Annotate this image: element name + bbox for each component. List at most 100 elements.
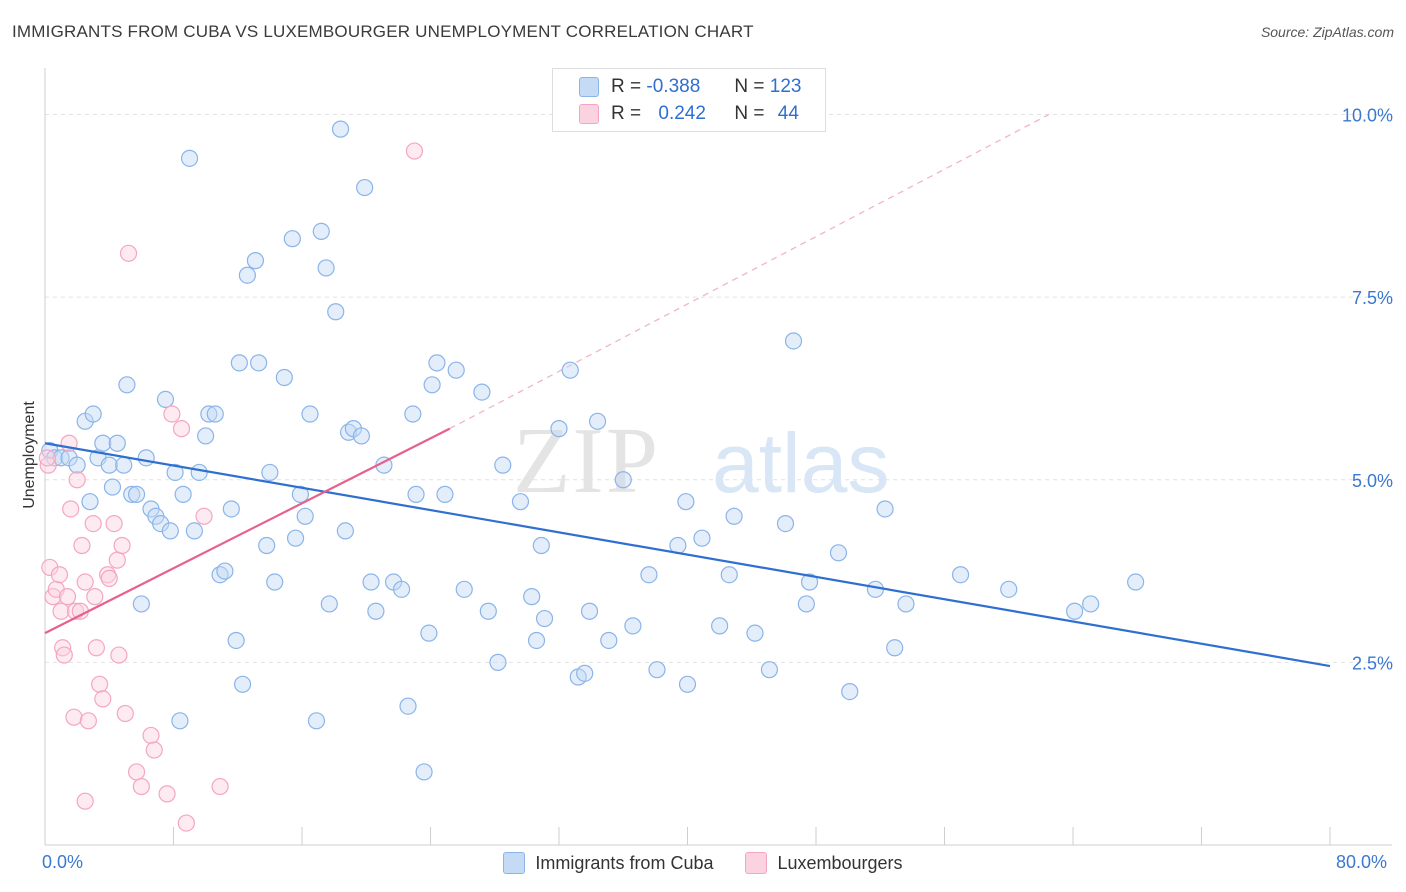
data-point — [127, 485, 146, 503]
data-point — [87, 639, 106, 657]
data-point — [68, 456, 86, 474]
data-point — [473, 383, 491, 401]
data-point — [336, 522, 354, 540]
watermark-atlas: atlas — [712, 416, 889, 510]
y-tick-labels: 2.5% 5.0% 7.5% 10.0% — [1342, 106, 1393, 674]
data-point — [123, 485, 141, 503]
data-point — [39, 456, 57, 474]
data-point — [829, 544, 848, 562]
data-point — [127, 763, 146, 781]
legend-label-luxembourgers: Luxembourgers — [777, 852, 903, 873]
data-point — [266, 573, 284, 591]
source-label: Source: ZipAtlas.com — [1260, 24, 1394, 40]
data-point — [233, 675, 252, 693]
data-point — [797, 595, 815, 613]
data-point — [356, 178, 374, 197]
x-tick-label-min: 0.0% — [42, 852, 84, 872]
data-point — [1127, 573, 1145, 591]
data-point — [190, 463, 208, 482]
data-point — [367, 602, 385, 620]
data-point — [110, 646, 128, 664]
data-point — [317, 259, 335, 277]
gridlines — [45, 114, 1392, 663]
data-point — [511, 493, 530, 511]
y-tick-label: 2.5% — [1352, 653, 1393, 673]
data-point — [307, 712, 326, 730]
data-point — [447, 361, 465, 379]
data-point — [118, 376, 136, 394]
data-point — [108, 434, 126, 452]
series-legend: Immigrants from Cuba Luxembourgers — [0, 852, 1406, 874]
data-point — [86, 588, 104, 606]
data-point — [76, 792, 94, 810]
data-point — [158, 785, 176, 803]
data-point — [161, 522, 179, 540]
legend-n-value: 123 — [769, 76, 802, 97]
data-point — [65, 708, 83, 726]
data-point — [211, 777, 229, 796]
data-point — [1082, 595, 1100, 613]
data-point — [405, 142, 424, 160]
data-point — [678, 675, 697, 693]
data-point — [886, 639, 904, 657]
data-point — [776, 514, 795, 533]
data-point — [352, 427, 371, 445]
data-point — [624, 617, 642, 635]
data-point — [68, 471, 86, 489]
y-tick-label: 7.5% — [1352, 288, 1393, 308]
legend-r-value: 0.242 — [658, 103, 706, 124]
data-point — [73, 536, 91, 555]
data-point — [527, 631, 546, 650]
data-point — [725, 507, 743, 525]
data-point — [84, 514, 102, 533]
data-point — [677, 493, 695, 511]
data-point — [479, 602, 497, 620]
x-tick-label-max: 80.0% — [1336, 852, 1388, 872]
trend-extension-luxembourgers — [449, 113, 1050, 430]
data-point — [415, 763, 433, 781]
legend-row-luxembourgers: R = 0.242 N = 44 — [553, 100, 799, 128]
data-point — [227, 631, 245, 650]
data-point — [76, 573, 94, 591]
data-point — [137, 449, 155, 467]
data-point — [301, 405, 319, 423]
data-point — [216, 562, 234, 580]
luxembourger-trend-extension — [449, 113, 1050, 430]
data-point — [200, 405, 218, 423]
data-point — [174, 485, 192, 503]
data-point — [286, 529, 305, 547]
data-point — [222, 500, 240, 518]
data-point — [105, 514, 123, 533]
legend-swatch-pink — [579, 104, 599, 124]
data-point — [693, 529, 711, 547]
data-point — [258, 536, 276, 555]
legend-row-cuba: R = -0.388 N = 123 — [553, 73, 801, 101]
data-point — [392, 580, 411, 598]
data-point — [103, 478, 122, 496]
data-point — [197, 427, 215, 445]
data-point — [784, 332, 803, 350]
data-point — [320, 595, 338, 613]
data-point — [172, 420, 191, 438]
legend-n-value: 44 — [777, 103, 799, 124]
data-point — [55, 646, 73, 664]
data-point — [246, 252, 265, 270]
data-point — [119, 244, 138, 262]
data-point — [897, 595, 915, 613]
data-point — [841, 682, 859, 701]
data-point — [283, 230, 301, 248]
data-point — [250, 354, 268, 372]
data-point — [291, 485, 309, 503]
data-point — [535, 609, 554, 628]
data-point — [132, 777, 150, 796]
data-point — [1066, 602, 1084, 620]
data-point — [951, 566, 970, 584]
data-point — [180, 149, 199, 167]
legend-r-value: -0.388 — [646, 76, 701, 97]
data-point — [238, 266, 256, 284]
data-point — [275, 368, 293, 387]
legend-n-label: N = — [734, 103, 765, 124]
data-point — [800, 573, 819, 591]
data-point — [561, 361, 579, 379]
legend-swatch-pink — [745, 852, 768, 874]
